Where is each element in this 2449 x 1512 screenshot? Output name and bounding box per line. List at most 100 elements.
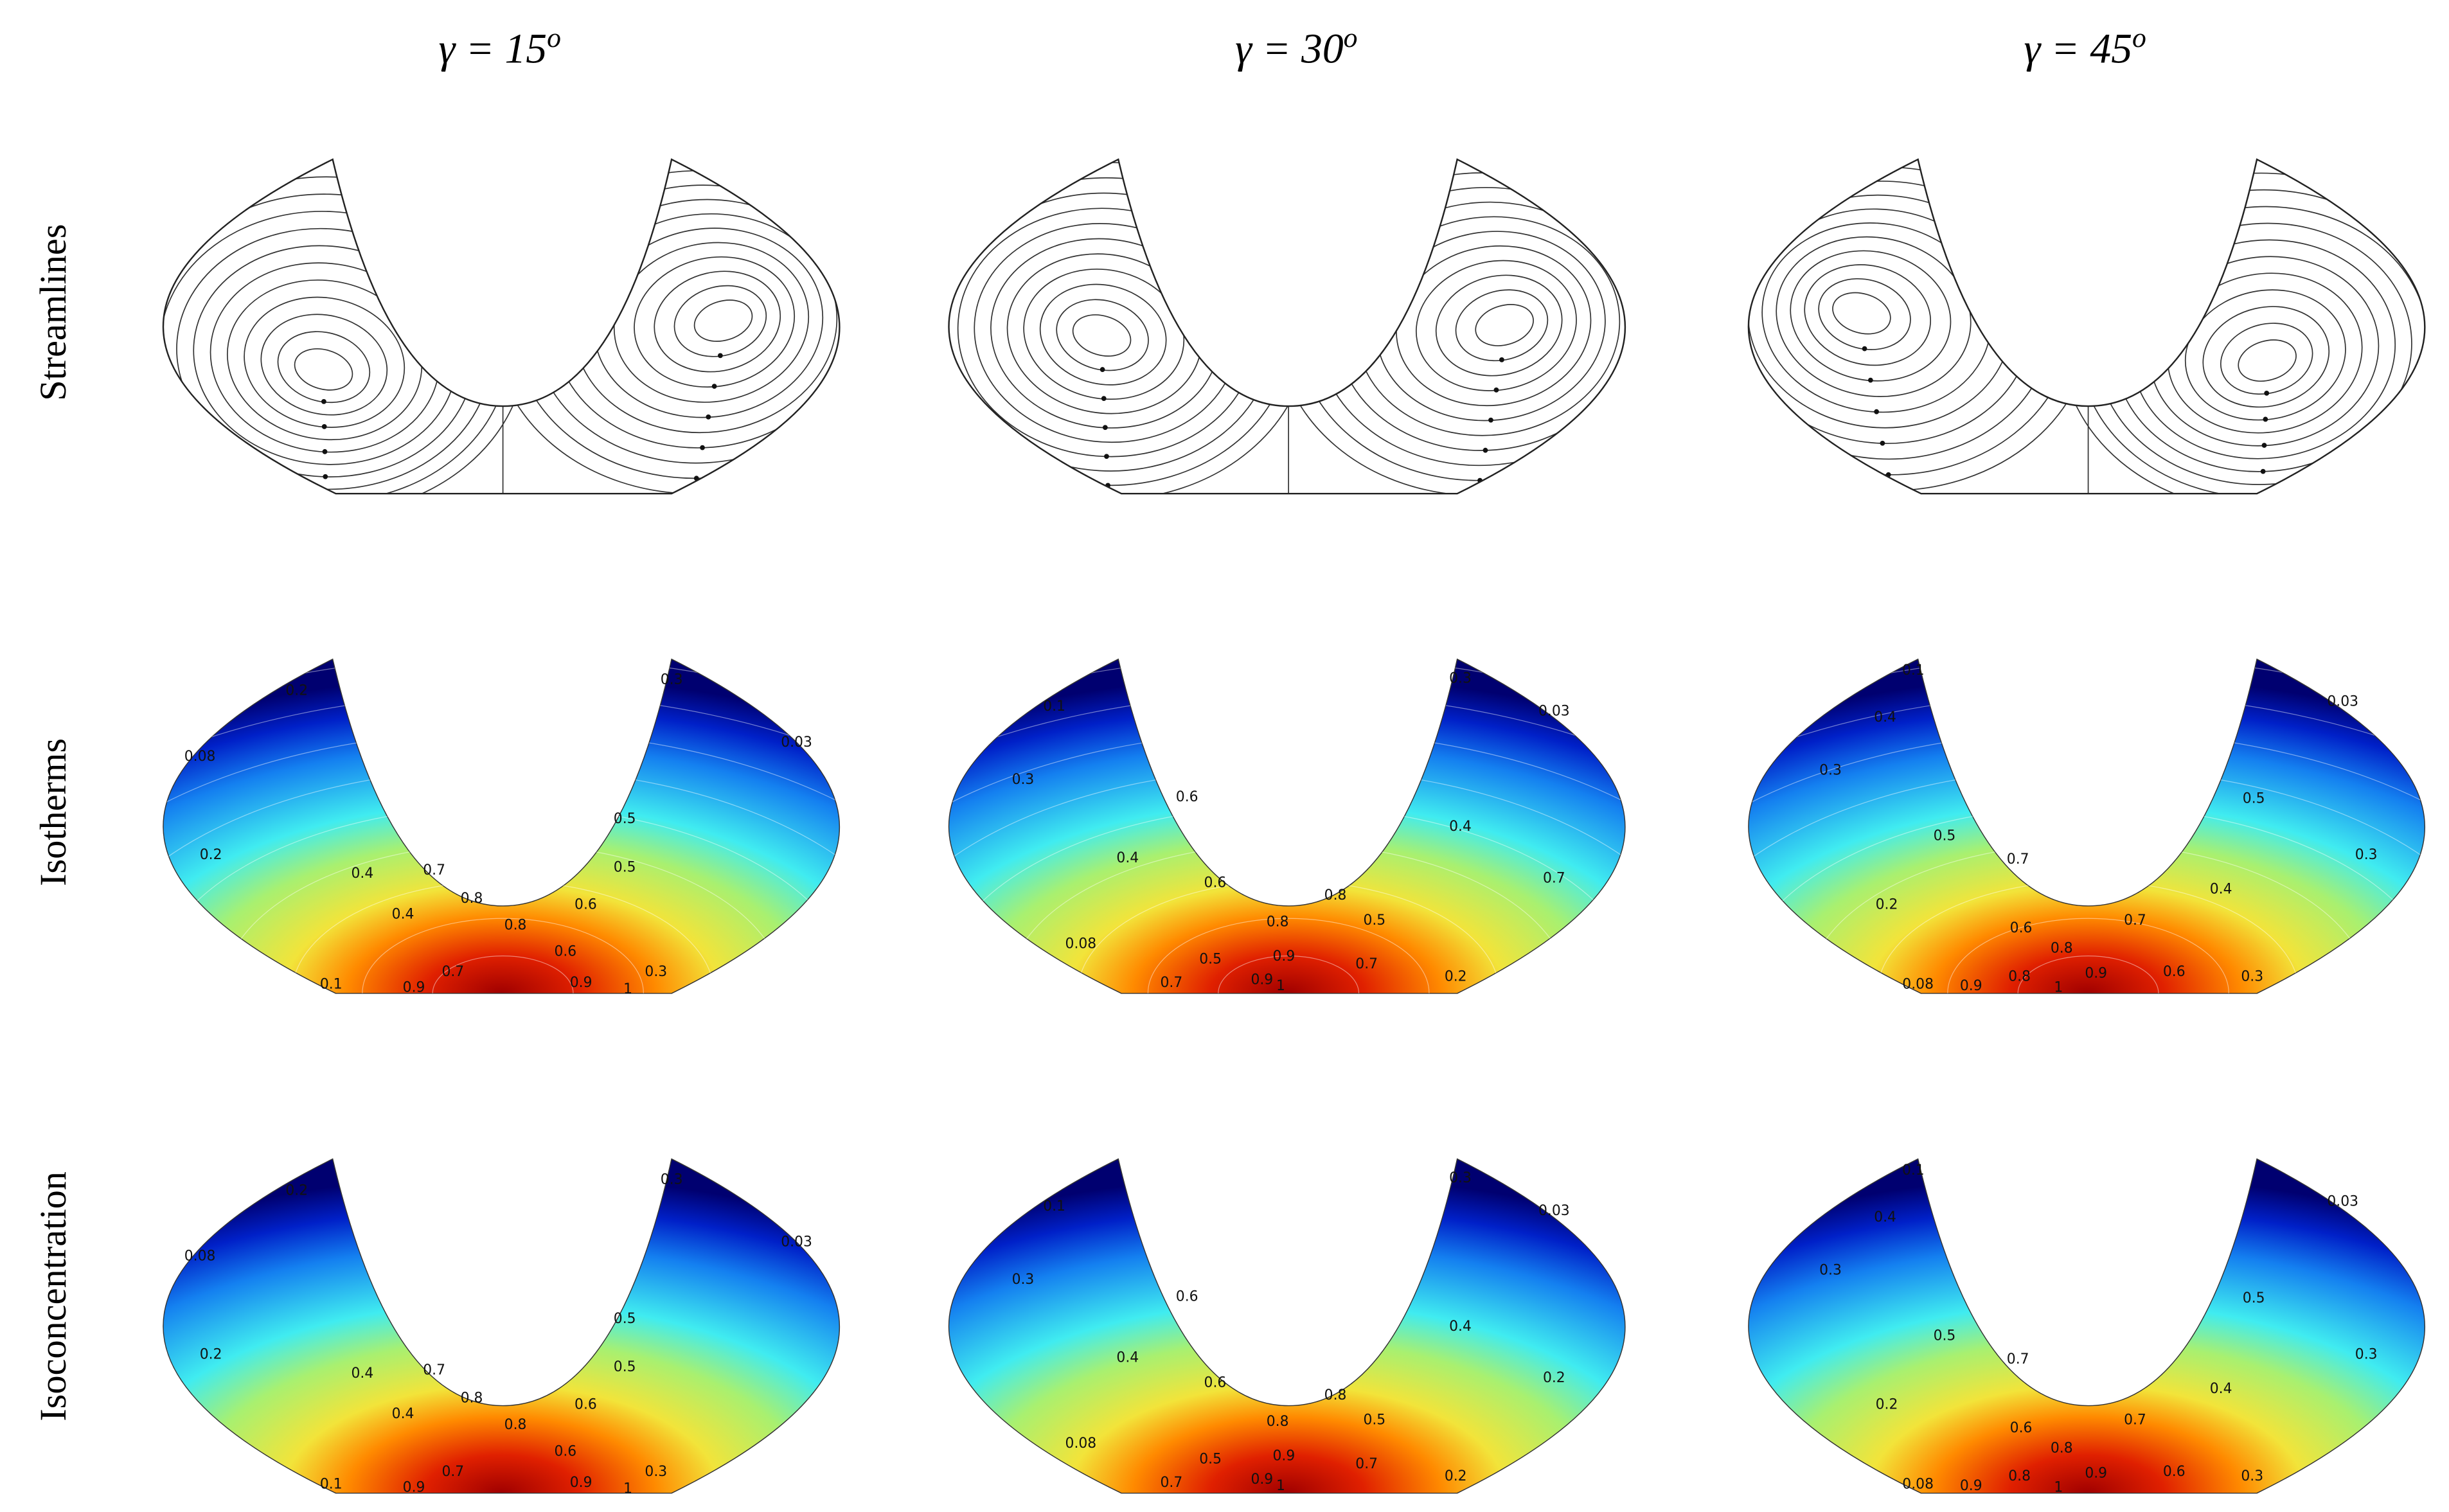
contour-label: 0.7	[2124, 912, 2146, 929]
streamline	[2167, 272, 2363, 434]
contour-label: 1	[1276, 978, 1285, 994]
contour-label: 0.2	[285, 1182, 308, 1198]
streamline	[1435, 274, 1563, 377]
contour-label: 0.7	[1355, 956, 1378, 972]
streamline	[2114, 222, 2412, 472]
contour-label: 0.9	[2085, 966, 2107, 982]
flow-arrow	[321, 423, 327, 429]
streamline	[226, 279, 423, 441]
isoline	[2017, 955, 2159, 993]
flow-arrow	[1862, 346, 1867, 351]
contour-label: 0.7	[1160, 975, 1182, 991]
contour-label: 0.3	[661, 672, 683, 688]
streamline	[2132, 239, 2396, 459]
flow-arrow	[2260, 468, 2266, 474]
flow-arrow	[323, 499, 328, 504]
streamline	[1455, 289, 1549, 362]
streamline	[163, 176, 527, 494]
contour-label: 0.3	[645, 1464, 667, 1480]
isoline	[432, 955, 574, 993]
contour-label: 0.3	[661, 1171, 683, 1187]
streamline	[693, 299, 753, 342]
contour-label: 0.4	[2210, 1381, 2232, 1397]
column-title-sup: o	[1344, 22, 1358, 53]
column-title-base: γ = 15	[439, 26, 548, 72]
contour-label: 0.5	[1363, 1412, 1385, 1428]
contour-label: 0.9	[570, 1475, 592, 1491]
contour-label: 0.6	[2163, 1464, 2186, 1480]
contour-label: 0.8	[461, 891, 483, 907]
contour-label: 0.8	[2008, 968, 2031, 984]
contour-label: 0.2	[200, 847, 222, 863]
contour-label: 0.6	[1204, 1374, 1227, 1391]
flow-arrow	[1867, 377, 1873, 383]
contour-label: 0.03	[1538, 703, 1570, 719]
contour-label: 0.4	[392, 1406, 414, 1422]
isoline	[1218, 955, 1360, 993]
flow-arrow	[1104, 454, 1109, 459]
contour-label: 0.1	[1043, 1198, 1065, 1214]
contour-label: 0.9	[403, 1479, 425, 1495]
contour-label: 0.6	[554, 944, 576, 960]
contour-label: 0.3	[1819, 763, 1842, 779]
contour-label: 0.7	[1160, 1475, 1182, 1491]
flow-arrow	[322, 449, 328, 454]
contour-label: 0.5	[2243, 790, 2265, 806]
contour-field	[948, 1158, 1626, 1494]
streamline	[533, 184, 840, 464]
contour-label: 0.9	[1960, 1478, 1982, 1494]
contour-label: 0.2	[1876, 1396, 1898, 1412]
contour-label: 0.8	[504, 917, 527, 933]
streamline	[1356, 216, 1621, 436]
contour-label: 0.5	[614, 1359, 636, 1375]
contour-label: 0.03	[2327, 694, 2358, 710]
contour-label: 0.1	[1902, 663, 1925, 679]
streamline	[513, 170, 840, 479]
streamline	[1761, 222, 1991, 413]
streamline	[163, 211, 492, 490]
streamline-panel	[162, 158, 841, 504]
streamline	[948, 192, 1274, 472]
streamline	[244, 296, 405, 428]
contour-label: 0.08	[184, 749, 216, 765]
flow-arrow	[1488, 417, 1493, 423]
contour-label: 0.8	[461, 1391, 483, 1407]
contour-label: 0.9	[1251, 1472, 1273, 1488]
streamlines	[1748, 159, 2425, 494]
contour-label: 0.5	[614, 1311, 636, 1327]
contour-label: 0.6	[574, 1396, 597, 1412]
contour-label: 0.8	[1324, 1387, 1347, 1403]
contour-label: 0.1	[320, 1476, 343, 1492]
streamline	[634, 256, 796, 388]
contour-label: 0.5	[1199, 1452, 1222, 1468]
streamline	[1832, 292, 1891, 335]
contour-label: 0.1	[320, 977, 343, 993]
contour-label: 0.03	[1538, 1203, 1570, 1219]
contour-label: 0.5	[1363, 912, 1385, 929]
flow-arrow	[2261, 443, 2267, 448]
contour-label: 0.2	[1543, 1370, 1565, 1386]
contour-label: 0.8	[2051, 941, 2073, 957]
contour-label: 0.4	[1449, 1319, 1472, 1335]
streamline	[1776, 236, 1972, 397]
streamline	[974, 223, 1238, 443]
contour-label: 0.3	[1819, 1262, 1842, 1278]
flow-arrow	[706, 414, 711, 420]
contour-label: 0.2	[200, 1347, 222, 1363]
streamlines	[163, 159, 840, 504]
contour-field	[1748, 658, 2425, 994]
streamline	[1376, 231, 1606, 422]
streamline-panel	[948, 158, 1626, 495]
contour-label: 0.3	[1449, 670, 1472, 686]
streamline	[193, 245, 458, 465]
streamline	[1804, 264, 1932, 366]
contour-label: 0.2	[1445, 968, 1467, 984]
streamline	[613, 242, 810, 403]
streamline	[1748, 181, 2052, 460]
flow-arrow	[718, 353, 723, 359]
column-title: γ = 15o	[439, 22, 561, 72]
flow-arrow	[1880, 440, 1885, 446]
contour-label: 0.8	[2051, 1440, 2073, 1456]
contour-label: 0.8	[2008, 1468, 2031, 1484]
